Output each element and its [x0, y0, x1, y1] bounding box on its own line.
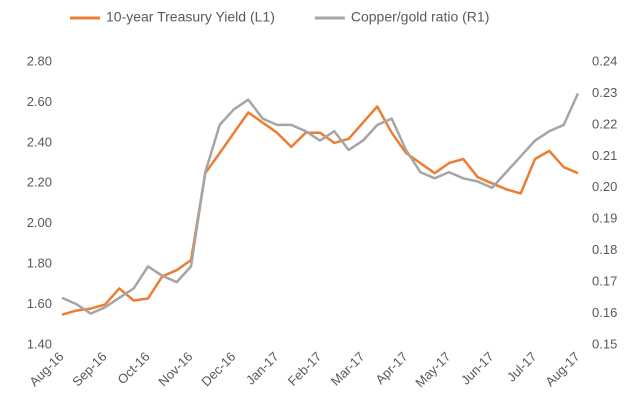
y-tick-label: 2.80	[27, 53, 52, 68]
y-tick-label: 2.00	[27, 215, 52, 230]
y2-tick-label: 0.15	[592, 336, 617, 351]
y2-tick-label: 0.21	[592, 148, 617, 163]
y-tick-label: 2.60	[27, 94, 52, 109]
x-tick-label: Apr-17	[372, 349, 410, 387]
y-tick-label: 1.80	[27, 256, 52, 271]
y-tick-label: 1.40	[27, 336, 52, 351]
y2-tick-label: 0.22	[592, 116, 617, 131]
y-tick-label: 1.60	[27, 296, 52, 311]
y2-tick-label: 0.20	[592, 179, 617, 194]
x-tick-label: Jul-17	[504, 349, 540, 385]
series-line	[61, 105, 579, 316]
x-tick-label: Oct-16	[114, 349, 152, 387]
y2-tick-label: 0.16	[592, 305, 617, 320]
y2-tick-label: 0.18	[592, 242, 617, 257]
y2-tick-label: 0.19	[592, 211, 617, 226]
x-tick-label: May-17	[412, 349, 453, 390]
x-tick-label: Mar-17	[328, 349, 368, 389]
y2-tick-label: 0.24	[592, 53, 617, 68]
x-tick-label: Nov-16	[155, 349, 195, 389]
y2-tick-label: 0.23	[592, 85, 617, 100]
x-tick-label: Jun-17	[458, 349, 497, 388]
y-tick-label: 2.20	[27, 175, 52, 190]
y2-tick-label: 0.17	[592, 274, 617, 289]
legend-label: 10-year Treasury Yield (L1)	[106, 9, 275, 25]
x-tick-label: Feb-17	[285, 349, 325, 389]
series-line	[61, 92, 580, 315]
x-tick-label: Dec-16	[198, 349, 238, 389]
x-tick-label: Aug-17	[542, 349, 582, 389]
y-tick-label: 2.40	[27, 134, 52, 149]
x-tick-label: Aug-16	[26, 349, 66, 389]
x-tick-label: Sep-16	[69, 349, 109, 389]
x-tick-label: Jan-17	[243, 349, 282, 388]
legend-label: Copper/gold ratio (R1)	[351, 9, 490, 25]
